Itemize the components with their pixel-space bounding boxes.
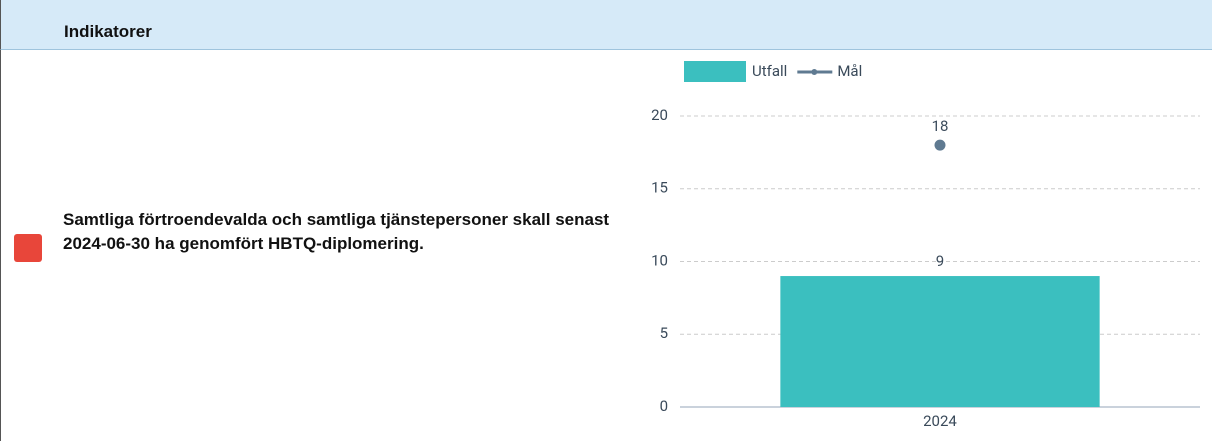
x-tick-label: 2024 xyxy=(923,412,957,430)
legend-swatch xyxy=(811,69,818,75)
indicator-text: Samtliga förtroendevalda och samtliga tj… xyxy=(63,210,610,253)
legend-label: Mål xyxy=(837,62,862,80)
y-tick-label: 10 xyxy=(651,251,668,269)
y-tick-label: 20 xyxy=(651,106,668,124)
y-tick-label: 0 xyxy=(660,397,668,415)
y-tick-label: 15 xyxy=(651,179,668,197)
header-title: Indikatorer xyxy=(64,22,152,41)
data-label: 18 xyxy=(932,117,949,135)
legend-label: Utfall xyxy=(752,62,787,80)
status-indicator xyxy=(14,234,42,262)
bar xyxy=(780,276,1100,407)
border xyxy=(0,50,1,441)
header: Indikatorer xyxy=(0,0,1212,50)
y-tick-label: 5 xyxy=(660,324,668,342)
point xyxy=(934,139,946,151)
legend-swatch xyxy=(684,61,746,82)
data-label: 9 xyxy=(936,252,944,270)
